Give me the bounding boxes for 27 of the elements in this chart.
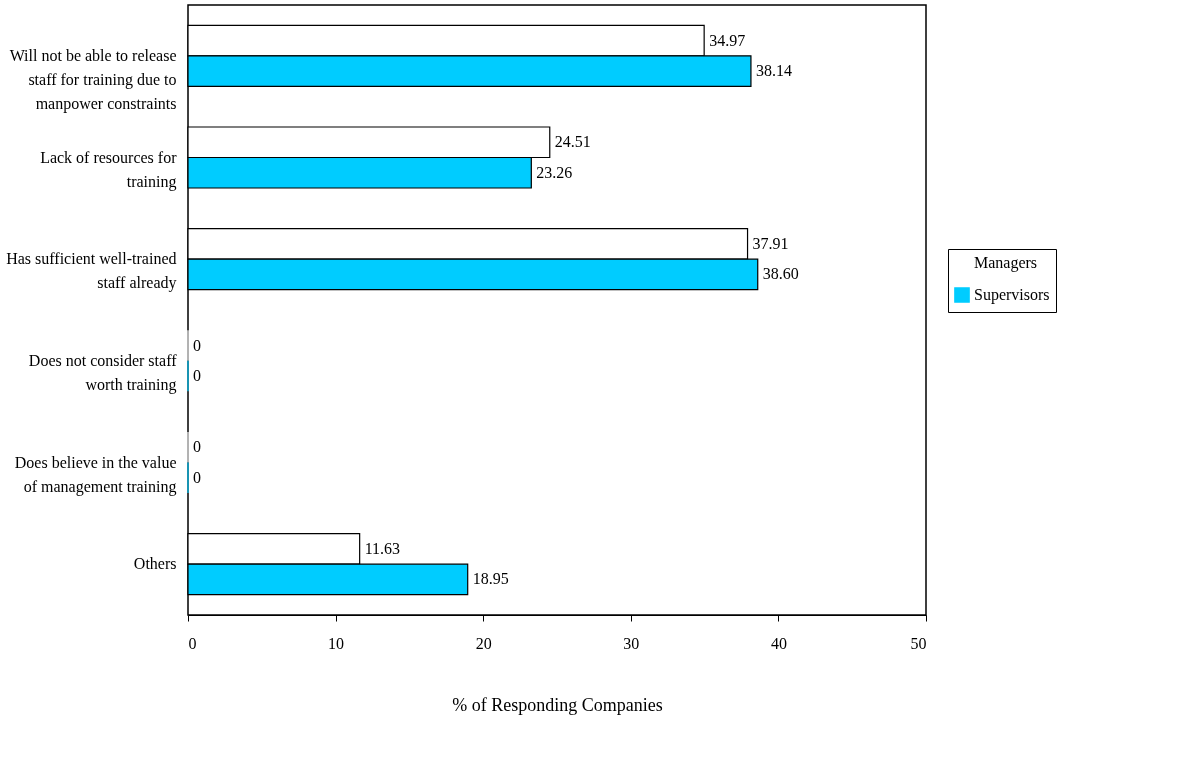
- data-label: 18.95: [472, 570, 509, 588]
- x-tick-label: 40: [770, 634, 787, 652]
- data-label: 0: [193, 367, 201, 385]
- y-tick-label: Has sufficient well-trained staff already: [6, 250, 177, 293]
- data-label: 38.14: [755, 62, 792, 80]
- data-label: 0: [193, 438, 201, 456]
- x-tick-label: 50: [910, 634, 927, 652]
- x-tick-label: 30: [623, 634, 640, 652]
- legend-label: Supervisors: [974, 286, 1050, 304]
- data-label: 37.91: [752, 234, 789, 252]
- y-tick-label: Does believe in the value of management training: [14, 453, 177, 496]
- x-axis-title: % of Responding Companies: [452, 694, 663, 715]
- x-tick-label: 0: [188, 634, 197, 652]
- data-label: 0: [193, 468, 201, 486]
- y-tick-label: Others: [133, 555, 177, 573]
- data-label: 34.97: [709, 31, 746, 49]
- y-tick-label: Does not consider staff worth training: [28, 351, 178, 394]
- text: Managers: [974, 254, 1038, 272]
- y-tick-label: Will not be able to release staff for training due to manpower constraints: [9, 46, 177, 113]
- data-label: 0: [193, 336, 201, 354]
- data-label: 38.60: [762, 265, 799, 283]
- data-label: 24.51: [554, 133, 591, 151]
- x-tick-label: 20: [475, 634, 492, 652]
- data-label: 11.63: [364, 539, 401, 557]
- data-label: 23.26: [536, 163, 573, 181]
- x-tick-label: 10: [328, 634, 345, 652]
- y-tick-label: Lack of resources for training: [40, 148, 178, 191]
